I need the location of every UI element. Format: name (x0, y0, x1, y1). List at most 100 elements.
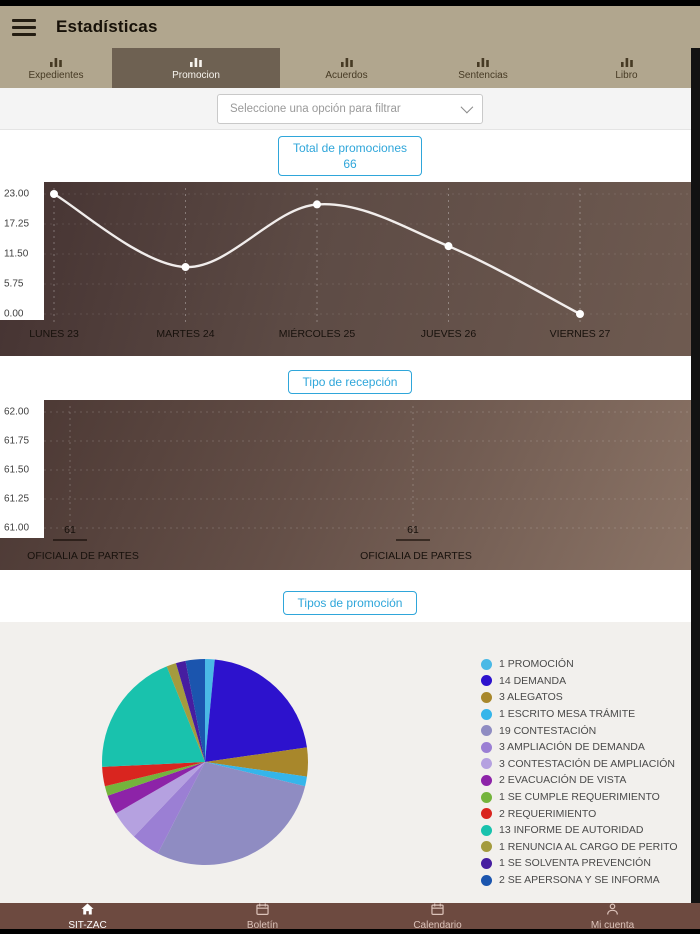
tab-bar: Expedientes Promocion Acuerdos Sentencia… (0, 48, 700, 88)
legend-label: 2 REQUERIMIENTO (499, 807, 597, 820)
legend-item: 2 REQUERIMIENTO (481, 805, 678, 822)
bar-chart-icon (189, 57, 203, 68)
legend-label: 1 SE CUMPLE REQUERIMIENTO (499, 791, 660, 804)
pie-legend: 1 PROMOCIÓN 14 DEMANDA 3 ALEGATOS 1 ESCRITO… (481, 656, 678, 888)
legend-label: 2 EVACUACIÓN DE VISTA (499, 774, 627, 787)
line-chart-plot (44, 188, 700, 322)
bar-value-label: 61 (64, 524, 76, 536)
total-badge-title: Total de promociones (292, 140, 408, 155)
home-icon (81, 902, 94, 920)
bar (53, 539, 87, 541)
reception-badge: Tipo de recepción (287, 369, 413, 395)
tab-sentencias[interactable]: Sentencias (413, 48, 553, 88)
tab-label: Libro (615, 70, 638, 81)
legend-color-dot (481, 758, 492, 770)
category-label: OFICIALIA DE PARTES (27, 550, 139, 562)
y-tick: 5.75 (4, 278, 24, 290)
y-tick: 62.00 (4, 406, 30, 418)
filter-placeholder: Seleccione una opción para filtrar (230, 102, 401, 115)
nav-item-sitzac[interactable]: SIT-ZAC (0, 902, 175, 931)
legend-item: 1 RENUNCIA AL CARGO DE PERITO (481, 839, 678, 856)
nav-item-boletin[interactable]: Boletín (175, 902, 350, 931)
legend-color-dot (481, 824, 492, 836)
tab-label: Acuerdos (325, 70, 368, 81)
legend-color-dot (481, 675, 492, 687)
nav-label: SIT-ZAC (68, 919, 107, 931)
filter-dropdown[interactable]: Seleccione una opción para filtrar (217, 93, 483, 124)
pie-chart (102, 659, 308, 866)
pie-section: 1 PROMOCIÓN 14 DEMANDA 3 ALEGATOS 1 ESCRITO… (0, 622, 700, 903)
person-icon (606, 902, 619, 920)
calendar-icon (256, 902, 269, 920)
bar-value-label: 61 (407, 524, 419, 536)
legend-label: 3 AMPLIACIÓN DE DEMANDA (499, 741, 645, 754)
legend-item: 3 CONTESTACIÓN DE AMPLIACIÓN (481, 756, 678, 773)
legend-color-dot (481, 691, 492, 703)
total-badge-value: 66 (343, 157, 357, 171)
x-axis-label: JUEVES 26 (420, 328, 477, 340)
legend-label: 14 DEMANDA (499, 674, 567, 687)
tab-promocion[interactable]: Promocion (112, 48, 280, 88)
bar-chart-plot (44, 406, 700, 538)
tab-label: Expedientes (28, 70, 84, 81)
nav-item-micuenta[interactable]: Mi cuenta (525, 902, 700, 931)
y-tick: 17.25 (4, 218, 30, 230)
legend-color-dot (481, 741, 492, 753)
app-header: Estadísticas (0, 6, 700, 48)
legend-color-dot (481, 857, 492, 869)
legend-color-dot (481, 774, 492, 786)
legend-item: 14 DEMANDA (481, 673, 678, 690)
nav-label: Boletín (246, 919, 279, 931)
home-indicator-bar (0, 929, 700, 934)
y-tick: 61.25 (4, 493, 30, 505)
promotion-types-section: Tipos de promoción (0, 590, 700, 616)
legend-color-dot (481, 791, 492, 803)
y-tick: 61.50 (4, 464, 30, 476)
y-axis-labels: 62.00 61.75 61.50 61.25 61.00 (0, 400, 44, 538)
chevron-down-icon (460, 100, 474, 114)
nav-label: Mi cuenta (590, 919, 635, 931)
bar-chart: 62.00 61.75 61.50 61.25 61.00 61 OFICIALI… (0, 400, 700, 570)
legend-color-dot (481, 874, 492, 886)
legend-item: 1 SE SOLVENTA PREVENCIÓN (481, 855, 678, 872)
legend-item: 1 ESCRITO MESA TRÁMITE (481, 706, 678, 723)
legend-color-dot (481, 725, 492, 737)
category-label: OFICIALIA DE PARTES (360, 550, 472, 562)
bar (396, 539, 430, 541)
menu-button[interactable] (12, 18, 36, 36)
legend-item: 1 PROMOCIÓN (481, 656, 678, 673)
nav-item-calendario[interactable]: Calendario (350, 902, 525, 931)
scrollbar[interactable] (691, 48, 700, 903)
line-chart: 23.00 17.25 11.50 5.75 0.00 LUNES 23 MART… (0, 182, 700, 356)
tab-expedientes[interactable]: Expedientes (0, 48, 112, 88)
reception-section: Tipo de recepción (0, 369, 700, 395)
legend-color-dot (481, 808, 492, 820)
legend-item: 2 EVACUACIÓN DE VISTA (481, 772, 678, 789)
status-bar (0, 0, 700, 6)
x-axis-label: MIÉRCOLES 25 (278, 328, 356, 340)
legend-item: 2 SE APERSONA Y SE INFORMA (481, 872, 678, 889)
legend-color-dot (481, 658, 492, 670)
tab-label: Sentencias (458, 70, 508, 81)
tab-label: Promocion (172, 70, 220, 81)
x-axis-label: MARTES 24 (156, 328, 215, 340)
legend-label: 2 SE APERSONA Y SE INFORMA (499, 874, 660, 887)
legend-color-dot (481, 841, 492, 853)
bottom-nav: SIT-ZAC Boletín Calendario Mi cuenta (0, 902, 700, 931)
legend-label: 1 RENUNCIA AL CARGO DE PERITO (499, 840, 678, 853)
x-axis-label: LUNES 23 (29, 328, 79, 340)
total-section: Total de promociones 66 (0, 130, 700, 182)
tab-libro[interactable]: Libro (553, 48, 700, 88)
legend-label: 1 PROMOCIÓN (499, 658, 574, 671)
legend-item: 1 SE CUMPLE REQUERIMIENTO (481, 789, 678, 806)
legend-label: 13 INFORME DE AUTORIDAD (499, 824, 644, 837)
legend-label: 19 CONTESTACIÓN (499, 724, 597, 737)
nav-label: Calendario (413, 919, 462, 931)
y-axis-labels: 23.00 17.25 11.50 5.75 0.00 (0, 182, 44, 320)
tab-acuerdos[interactable]: Acuerdos (280, 48, 413, 88)
bar-chart-icon (49, 57, 63, 68)
legend-item: 13 INFORME DE AUTORIDAD (481, 822, 678, 839)
legend-label: 1 ESCRITO MESA TRÁMITE (499, 708, 636, 721)
bar-chart-icon (340, 57, 354, 68)
